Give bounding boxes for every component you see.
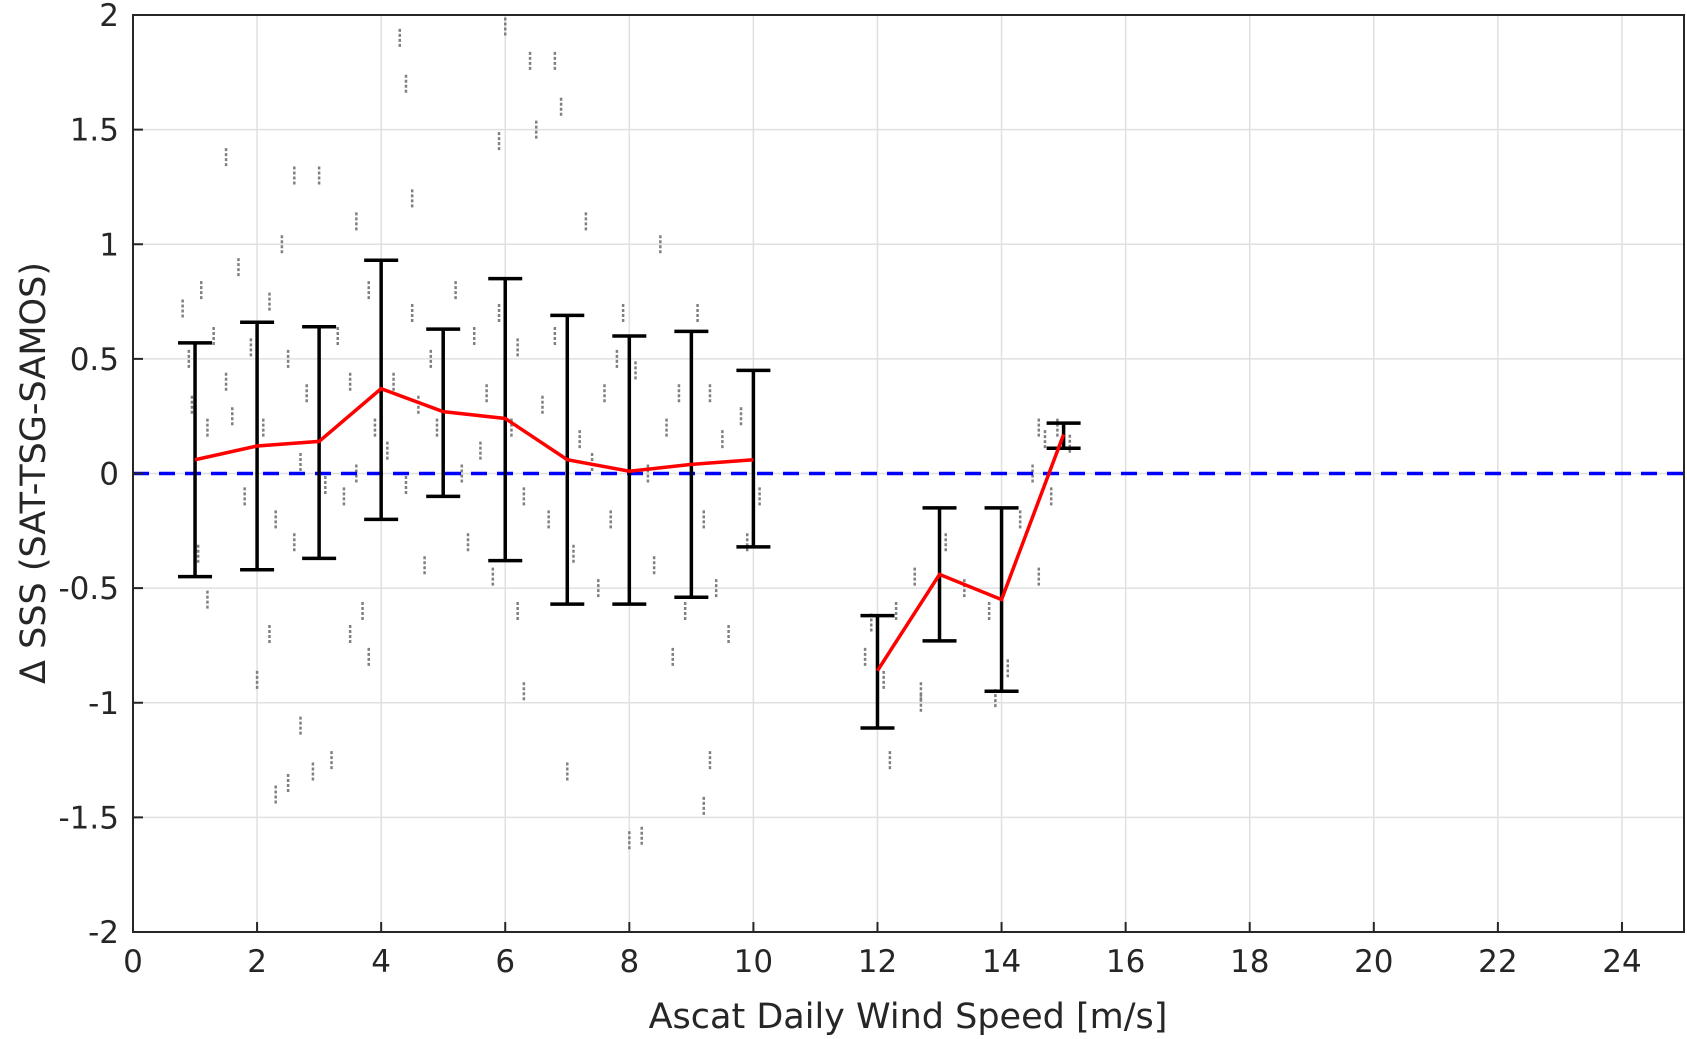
y-tick-label: -0.5 [59,571,120,607]
mean-line [194,386,754,473]
x-tick-label: 22 [1478,944,1517,980]
scatter-points [181,17,1072,850]
x-tick-label: 8 [619,944,639,980]
y-tick-label: 1.5 [70,113,119,149]
x-tick-label: 2 [247,944,267,980]
y-tick-label: 1 [99,227,119,263]
x-tick-label: 20 [1354,944,1393,980]
x-tick-label: 18 [1230,944,1269,980]
y-tick-label: 2 [99,0,119,34]
x-tick-label: 0 [123,944,143,980]
y-tick-label: -1.5 [59,800,120,836]
x-tick-label: 12 [858,944,897,980]
x-tick-label: 24 [1602,944,1641,980]
x-tick-label: 10 [734,944,773,980]
y-tick-label: 0.5 [70,342,119,378]
mean-line-segment [876,433,1066,672]
x-tick-label: 4 [371,944,391,980]
y-tick-label: -1 [88,686,119,722]
y-axis-label: Δ SSS (SAT-TSG-SAMOS) [14,262,54,684]
y-axis-ticks: 2 1.5 1 0.5 0 -0.5 -1 -1.5 -2 [59,0,143,951]
x-axis-ticks: 0 2 4 6 8 10 12 14 16 18 20 22 24 [123,922,1642,980]
y-tick-label: 0 [99,457,119,493]
x-tick-label: 6 [495,944,515,980]
x-tick-label: 16 [1106,944,1145,980]
x-tick-label: 14 [982,944,1021,980]
x-axis-label: Ascat Daily Wind Speed [m/s] [649,997,1168,1037]
y-tick-label: -2 [88,915,119,951]
